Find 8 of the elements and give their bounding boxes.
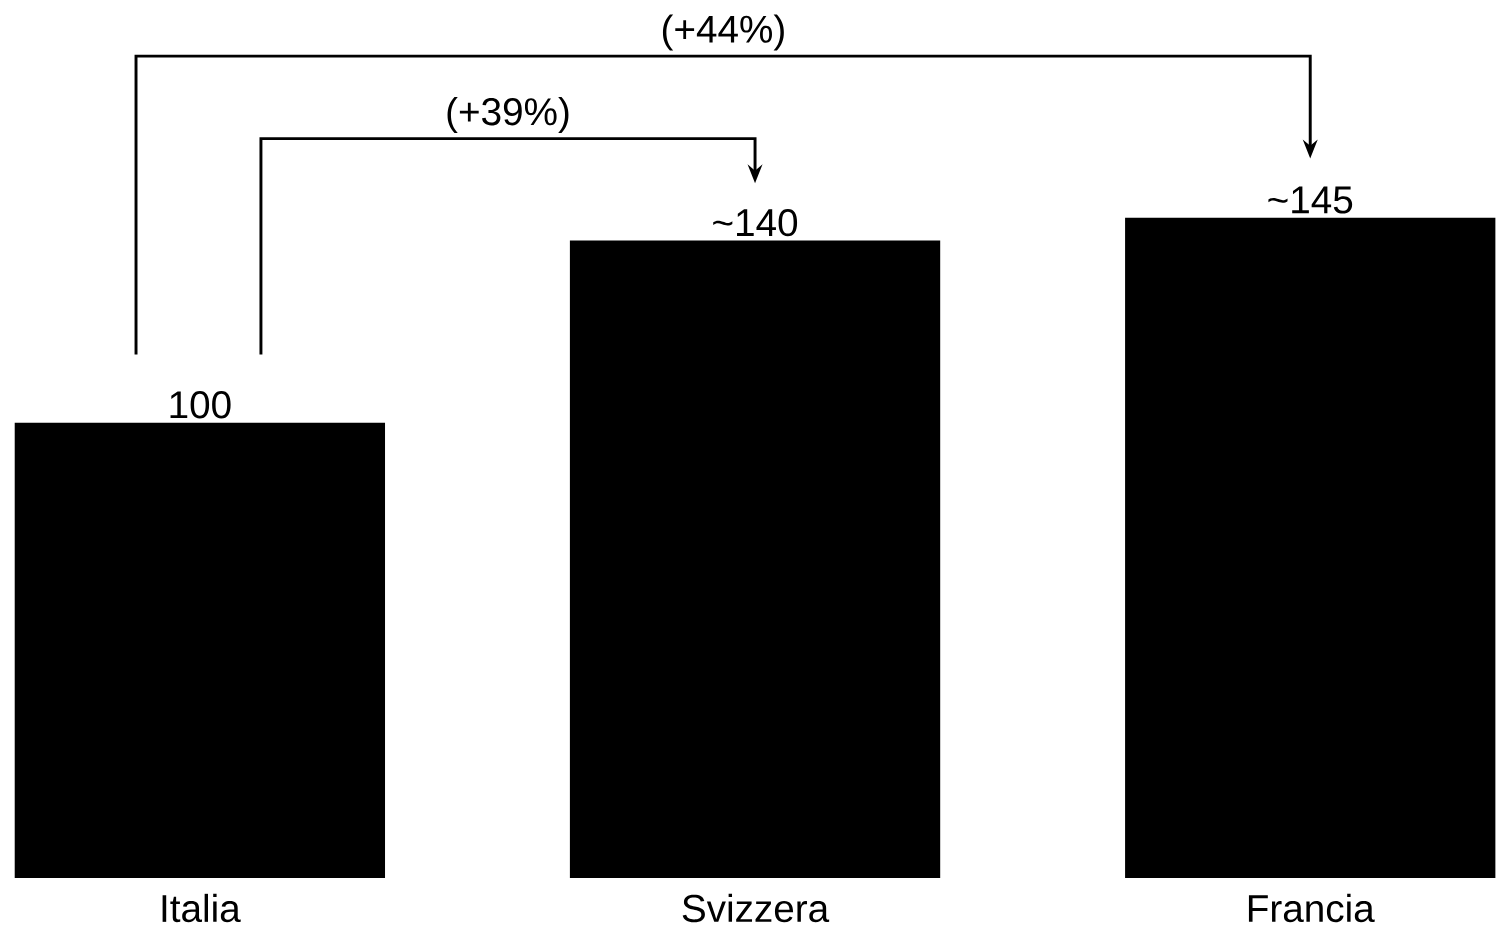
- data-label: ~145: [1268, 186, 1353, 214]
- x-tick-label: Svizzera: [682, 893, 830, 923]
- data-label: ~140: [713, 208, 798, 237]
- x-tick-label: Francia: [1248, 893, 1375, 923]
- x-tick-label: Italia: [162, 893, 241, 923]
- text: (+39%): [447, 97, 569, 134]
- text: (+44%): [662, 14, 784, 51]
- data-label: 100: [170, 391, 231, 419]
